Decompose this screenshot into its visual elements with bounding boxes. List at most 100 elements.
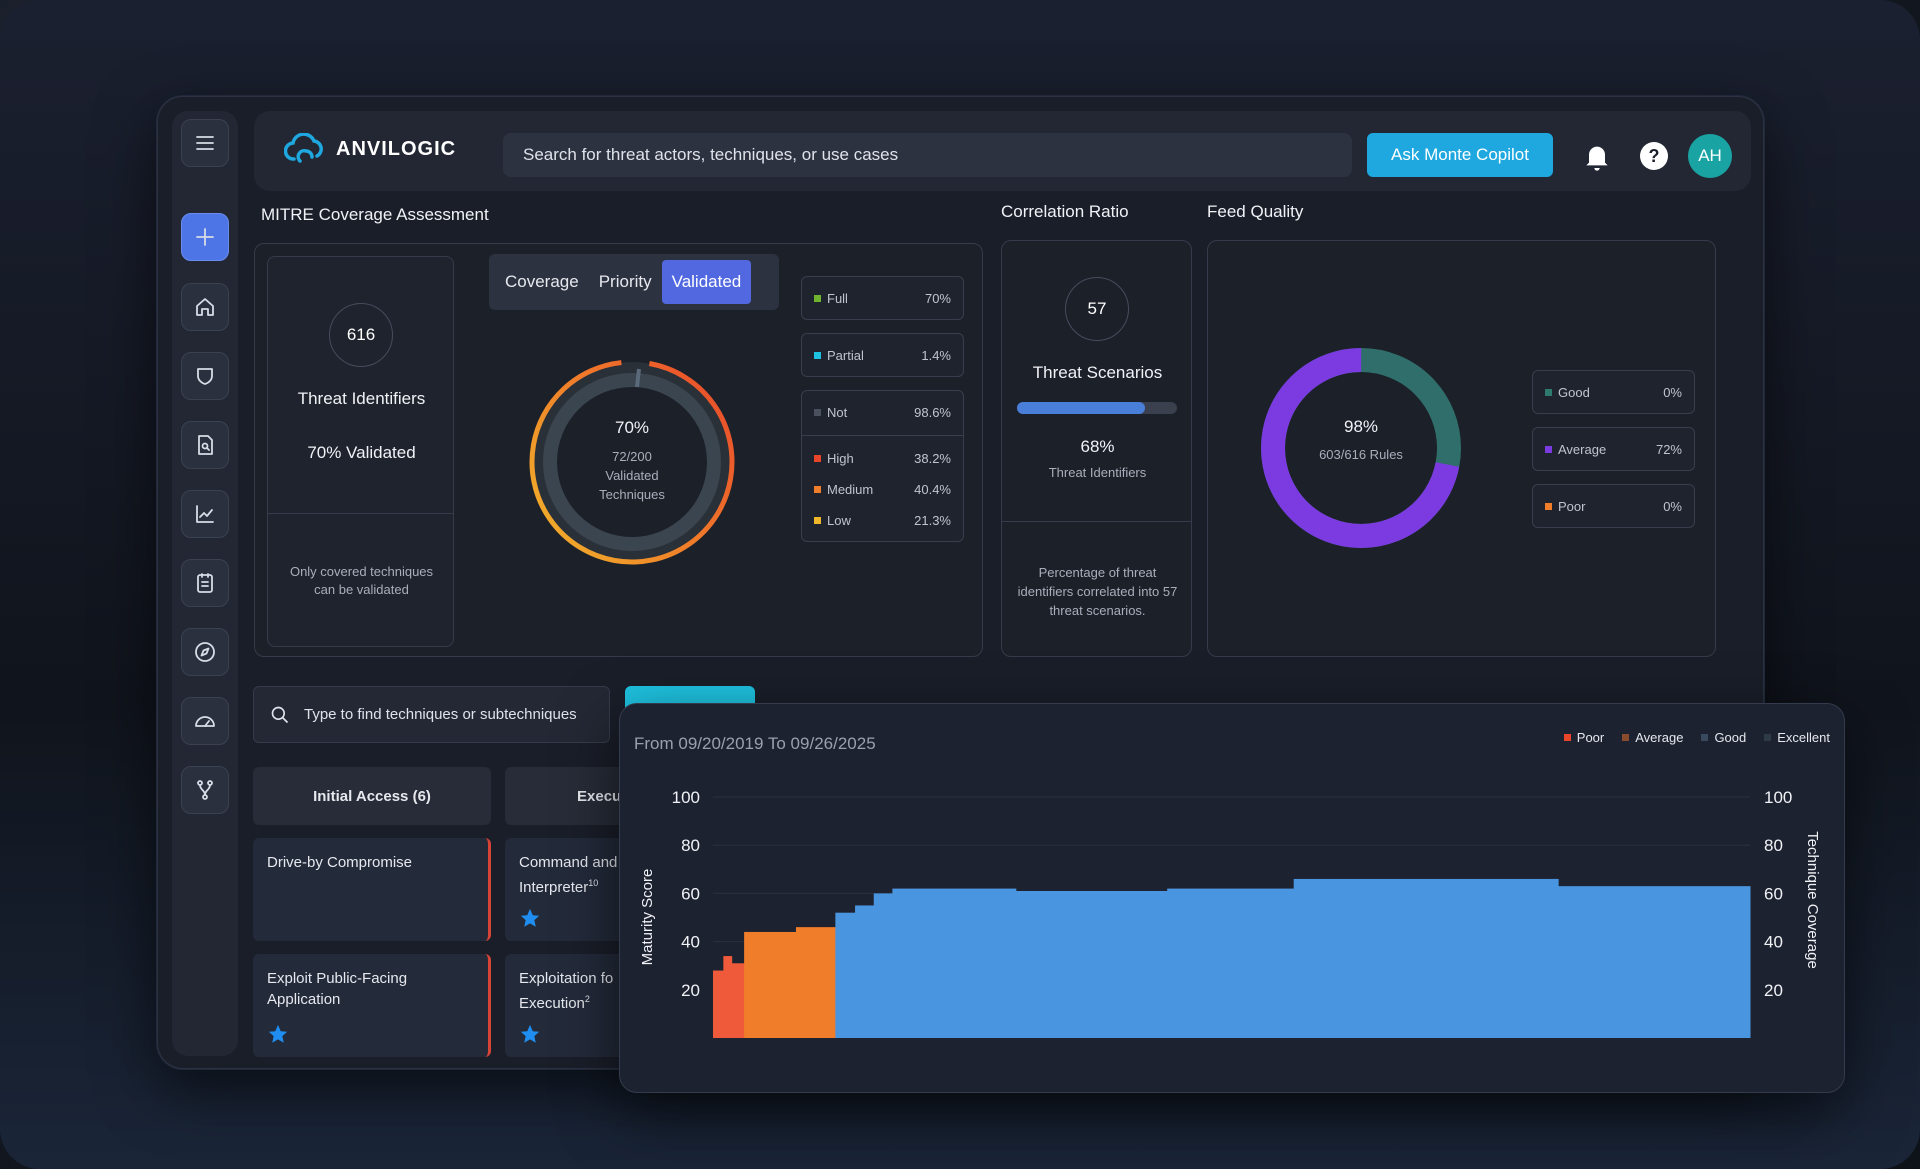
identifiers-label: Threat Identifiers (297, 389, 426, 408)
tab-coverage[interactable]: Coverage (505, 272, 579, 291)
sidebar (172, 111, 238, 1056)
home-icon[interactable] (181, 283, 229, 331)
ask-copilot-button[interactable]: Ask Monte Copilot (1367, 133, 1553, 177)
technique-search-placeholder: Type to find techniques or subtechniques (304, 706, 577, 723)
y2-axis-label: Technique Coverage (1804, 831, 1821, 969)
y-tick-label: 60 (681, 884, 700, 903)
technique-card[interactable]: Exploit Public-Facing Application (253, 954, 491, 1057)
global-search-input[interactable]: Search for threat actors, techniques, or… (503, 133, 1352, 177)
technique-search-input[interactable]: Type to find techniques or subtechniques (253, 686, 610, 743)
tab-priority[interactable]: Priority (598, 272, 652, 291)
legend-low-label: Low (827, 513, 851, 528)
area-step (731, 963, 745, 1038)
legend-medium-label: Medium (827, 482, 874, 497)
area-step (795, 927, 836, 1038)
brand-name: ANVILOGIC (336, 137, 457, 160)
technique-card[interactable]: Drive-by Compromise (253, 838, 491, 941)
y2-tick-label: 20 (1764, 981, 1783, 1000)
compass-icon[interactable] (181, 628, 229, 676)
chart-line-icon[interactable] (181, 490, 229, 538)
feed-average-label: Average (1558, 442, 1607, 457)
star-icon[interactable] (519, 907, 541, 929)
feed-poor-value: 0% (1663, 499, 1682, 514)
feed-panel: 98% 603/616 Rules Good 0% Average 72% Poor… (1207, 240, 1716, 657)
legend-priority: Not 98.6% High 38.2% Medium 40.4% Low 21.3% (801, 390, 964, 542)
legend-medium-value: 40.4% (914, 482, 951, 497)
ring-percent: 70% (614, 418, 650, 437)
y-tick-label: 20 (681, 981, 700, 1000)
star-icon[interactable] (267, 1023, 289, 1045)
ring-sub3: Techniques (599, 487, 665, 502)
shield-icon[interactable] (181, 352, 229, 400)
scenarios-label: Threat Scenarios (1032, 363, 1163, 382)
legend-average-label: Average (1635, 730, 1684, 745)
area-step (1015, 890, 1168, 1038)
identifiers-card: 616 Threat Identifiers 70% Validated Onl… (267, 256, 454, 647)
area-step (835, 912, 856, 1038)
validated-ring-chart (529, 359, 735, 565)
maturity-area-chart: 20 20 40 40 60 60 80 80 100 100 Maturity Score Tech… (639, 788, 1821, 1038)
git-branch-icon[interactable] (181, 766, 229, 814)
area-step (873, 893, 893, 1038)
maturity-chart-panel: From 09/20/2019 To 09/26/2025 Poor Avera… (619, 703, 1845, 1093)
brand-logo[interactable]: ANVILOGIC (284, 133, 456, 165)
top-bar: ANVILOGIC Search for threat actors, tech… (254, 111, 1751, 191)
star-icon[interactable] (519, 1023, 541, 1045)
help-icon[interactable]: ? (1640, 142, 1668, 170)
identifiers-count: 616 (329, 303, 393, 367)
gauge-icon[interactable] (181, 697, 229, 745)
technique-name-line2: Execution (519, 995, 585, 1012)
area-step (892, 888, 1017, 1038)
tab-validated[interactable]: Validated (661, 260, 752, 304)
y2-tick-label: 100 (1764, 788, 1792, 807)
feed-good-value: 0% (1663, 385, 1682, 400)
file-search-icon[interactable] (181, 421, 229, 469)
mitre-title: MITRE Coverage Assessment (261, 205, 489, 224)
area-step (1558, 886, 1751, 1038)
y-tick-label: 40 (681, 933, 700, 952)
feed-donut-purple (1261, 348, 1461, 548)
feed-legend-poor: Poor 0% (1532, 484, 1695, 528)
correlation-progress-fill (1017, 402, 1145, 414)
validated-label: 70% Validated (307, 443, 416, 462)
y2-tick-label: 60 (1764, 884, 1783, 903)
mitre-panel: 616 Threat Identifiers 70% Validated Onl… (254, 243, 983, 657)
technique-name-line2: Interpreter (519, 879, 589, 896)
legend-poor-label: Poor (1576, 730, 1605, 745)
ring-sub1: 72/200 (612, 449, 652, 464)
feed-legend-average: Average 72% (1532, 427, 1695, 471)
legend-high-label: High (827, 451, 854, 466)
correlation-progress (1017, 402, 1177, 414)
menu-icon[interactable] (181, 119, 229, 167)
area-step (855, 905, 875, 1038)
clipboard-icon[interactable] (181, 559, 229, 607)
technique-name: Exploitation fo (519, 970, 614, 987)
assessment-tabs: Coverage Priority Validated (489, 254, 779, 310)
legend-poor: Poor (1563, 730, 1605, 745)
legend-partial-value: 1.4% (921, 348, 951, 363)
ring-sub2: Validated (605, 468, 659, 483)
area-step (744, 931, 797, 1038)
legend-full-label: Full (827, 291, 848, 306)
technique-name: Exploit Public-Facing (267, 970, 408, 987)
legend-full: Full 70% (801, 276, 964, 320)
search-icon (271, 706, 289, 723)
column-initial-access[interactable]: Initial Access (6) (253, 767, 491, 825)
add-button[interactable] (181, 213, 229, 261)
cloud-logo-icon (284, 133, 323, 163)
chart-legend: Poor Average Good Excellent (1563, 730, 1830, 745)
technique-name-line2: Application (267, 991, 341, 1008)
correlation-panel: 57 Threat Scenarios 68% Threat Identifie… (1001, 240, 1192, 657)
legend-partial-label: Partial (827, 348, 864, 363)
bell-icon[interactable] (1581, 140, 1613, 172)
y2-tick-label: 80 (1764, 836, 1783, 855)
legend-good: Good (1701, 730, 1746, 745)
legend-not-label: Not (827, 405, 848, 420)
area-step (1293, 878, 1559, 1038)
area-step (723, 956, 733, 1038)
technique-count: 2 (584, 994, 590, 1004)
legend-good-label: Good (1714, 730, 1747, 745)
avatar[interactable]: AH (1688, 134, 1732, 178)
feed-good-label: Good (1558, 385, 1590, 400)
legend-low-value: 21.3% (914, 513, 951, 528)
